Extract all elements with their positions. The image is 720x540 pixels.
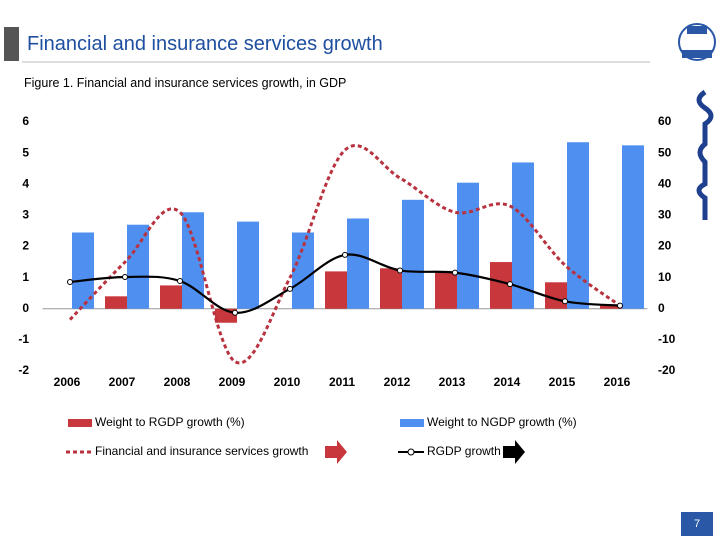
script-ornament (696, 89, 714, 220)
x-tick-label: 2014 (494, 375, 521, 389)
y-tick-label: 6 (22, 114, 29, 128)
x-tick-label: 2015 (549, 375, 576, 389)
arrow (325, 440, 347, 464)
bar (380, 268, 402, 309)
x-tick-label: 2009 (219, 375, 246, 389)
y2-tick-label: 60 (658, 114, 672, 128)
y2-tick-label: 40 (658, 176, 672, 190)
marker (342, 251, 348, 258)
y-tick-label: 0 (22, 301, 29, 315)
bar (325, 271, 347, 309)
chart-title: Figure 1. Financial and insurance servic… (24, 76, 347, 90)
y2-tick-label: 50 (658, 145, 672, 159)
x-tick-label: 2012 (384, 375, 411, 389)
y-tick-label: 1 (22, 270, 29, 284)
marker (177, 278, 183, 285)
arrow (503, 440, 525, 464)
legend-swatch (407, 448, 415, 456)
bar (292, 232, 314, 309)
y-tick-label: 2 (22, 239, 29, 253)
x-tick-label: 2010 (274, 375, 301, 389)
bar (600, 305, 622, 309)
y2-tick-label: 0 (658, 301, 665, 315)
y2-tick-label: -20 (658, 363, 676, 377)
bar (127, 224, 149, 309)
legend-swatch (68, 419, 92, 427)
marker (287, 285, 293, 292)
legend-swatch (400, 419, 424, 427)
legend-label: RGDP growth (427, 444, 501, 458)
bar (457, 182, 479, 309)
y2-tick-label: 20 (658, 239, 672, 253)
marker (67, 278, 73, 285)
marker (232, 309, 238, 316)
bar (622, 145, 644, 309)
y2-tick-label: 30 (658, 208, 672, 222)
marker (452, 269, 458, 276)
marker (617, 302, 623, 309)
marker (507, 281, 513, 288)
marker (122, 274, 128, 281)
bar (545, 282, 567, 309)
logo (678, 23, 716, 61)
title-marker (4, 27, 19, 61)
x-tick-label: 2011 (329, 375, 355, 389)
x-tick-label: 2016 (604, 375, 631, 389)
bar (160, 285, 182, 309)
line (68, 144, 621, 365)
bar (435, 271, 457, 309)
x-tick-label: 2007 (109, 375, 136, 389)
bar (347, 218, 369, 309)
y2-tick-label: -10 (658, 332, 676, 346)
bar (567, 142, 589, 309)
y2-tick-label: 10 (658, 270, 672, 284)
legend-label: Weight to NGDP growth (%) (427, 415, 577, 429)
y-tick-label: 5 (22, 145, 29, 159)
bar (490, 262, 512, 309)
legend-label: Weight to RGDP growth (%) (95, 415, 245, 429)
legend: Weight to RGDP growth (%) Weight to NGDP… (66, 415, 577, 464)
y-tick-label: -2 (18, 363, 29, 377)
bar (512, 162, 534, 309)
marker (397, 267, 403, 274)
bar (72, 232, 94, 309)
marker (562, 298, 568, 305)
x-tick-label: 2006 (54, 375, 81, 389)
y-tick-label: 3 (22, 208, 29, 222)
bar (402, 199, 424, 309)
page-number: 7 (681, 512, 713, 536)
bar (237, 221, 259, 309)
x-tick-label: 2013 (439, 375, 466, 389)
bar (105, 296, 127, 309)
y-tick-label: -1 (18, 332, 29, 346)
y-tick-label: 4 (22, 176, 29, 190)
x-tick-label: 2008 (164, 375, 191, 389)
legend-label: Financial and insurance services growth (95, 444, 308, 458)
slide-title: Financial and insurance services growth (27, 33, 383, 55)
